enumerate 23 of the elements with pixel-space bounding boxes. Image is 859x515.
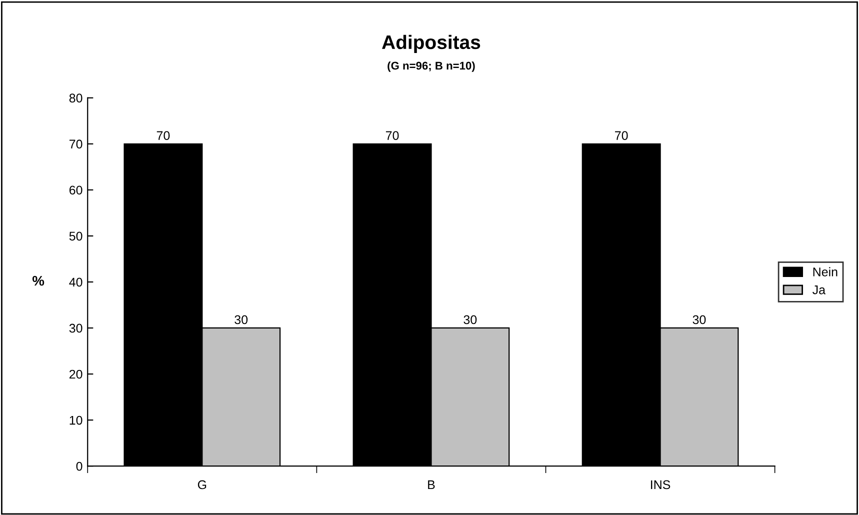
x-tick-label: B [428, 480, 435, 490]
data-label: 30 [692, 315, 706, 324]
y-tick-label: 40 [69, 278, 82, 287]
data-label: 70 [156, 131, 170, 140]
y-tick-label: 0 [76, 462, 82, 471]
data-label: 30 [464, 315, 477, 324]
data-label: 30 [234, 315, 248, 324]
y-tick-label: 30 [69, 324, 82, 333]
y-tick-label: 70 [69, 140, 82, 149]
legend-label: Nein [813, 267, 838, 276]
legend-label: Ja [812, 286, 826, 294]
y-axis-title: % [32, 276, 44, 286]
chart-subtitle: (G n=96; B n=10) [388, 61, 475, 72]
y-tick-label: 80 [69, 94, 82, 102]
x-tick-label: G [198, 480, 206, 490]
data-label: 70 [615, 131, 628, 140]
x-tick-label: INS [651, 480, 670, 490]
y-tick-label: 20 [69, 370, 82, 379]
y-tick-label: 50 [69, 232, 82, 241]
y-tick-label: 60 [69, 186, 82, 195]
data-label: 70 [386, 131, 399, 140]
chart-title: Adipositas [382, 34, 480, 53]
y-tick-label: 10 [70, 416, 82, 425]
